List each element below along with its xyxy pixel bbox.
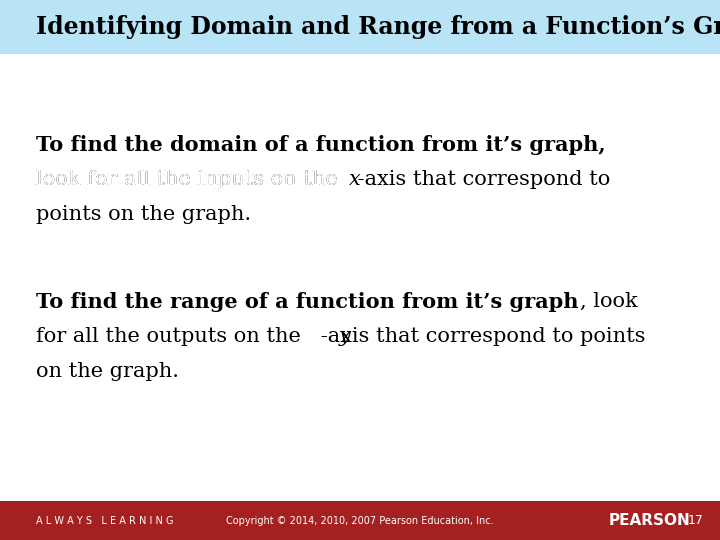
Text: Identifying Domain and Range from a Function’s Graph: Identifying Domain and Range from a Func…: [36, 15, 720, 39]
Text: look for all the inputs on the: look for all the inputs on the: [36, 170, 344, 189]
Text: A L W A Y S   L E A R N I N G: A L W A Y S L E A R N I N G: [36, 516, 174, 525]
Text: Copyright © 2014, 2010, 2007 Pearson Education, Inc.: Copyright © 2014, 2010, 2007 Pearson Edu…: [226, 516, 494, 525]
Text: points on the graph.: points on the graph.: [36, 205, 251, 224]
Text: , look: , look: [580, 292, 637, 310]
Text: x: x: [349, 170, 361, 189]
Text: PEARSON: PEARSON: [608, 513, 690, 528]
Text: To find the domain of a function from it’s graph,: To find the domain of a function from it…: [36, 135, 606, 155]
Text: on the graph.: on the graph.: [36, 362, 179, 381]
Bar: [0, 54, 720, 501]
Bar: [0, 501, 720, 540]
Text: look for all the inputs on the   -axis that correspond to: look for all the inputs on the -axis tha…: [36, 170, 611, 189]
Text: To find the range of a function from it’s graph: To find the range of a function from it’…: [36, 292, 578, 312]
Text: 17: 17: [688, 514, 703, 527]
Text: for all the outputs on the   -axis that correspond to points: for all the outputs on the -axis that co…: [36, 327, 646, 346]
Text: y: y: [339, 327, 351, 346]
Bar: [0, 0, 720, 54]
